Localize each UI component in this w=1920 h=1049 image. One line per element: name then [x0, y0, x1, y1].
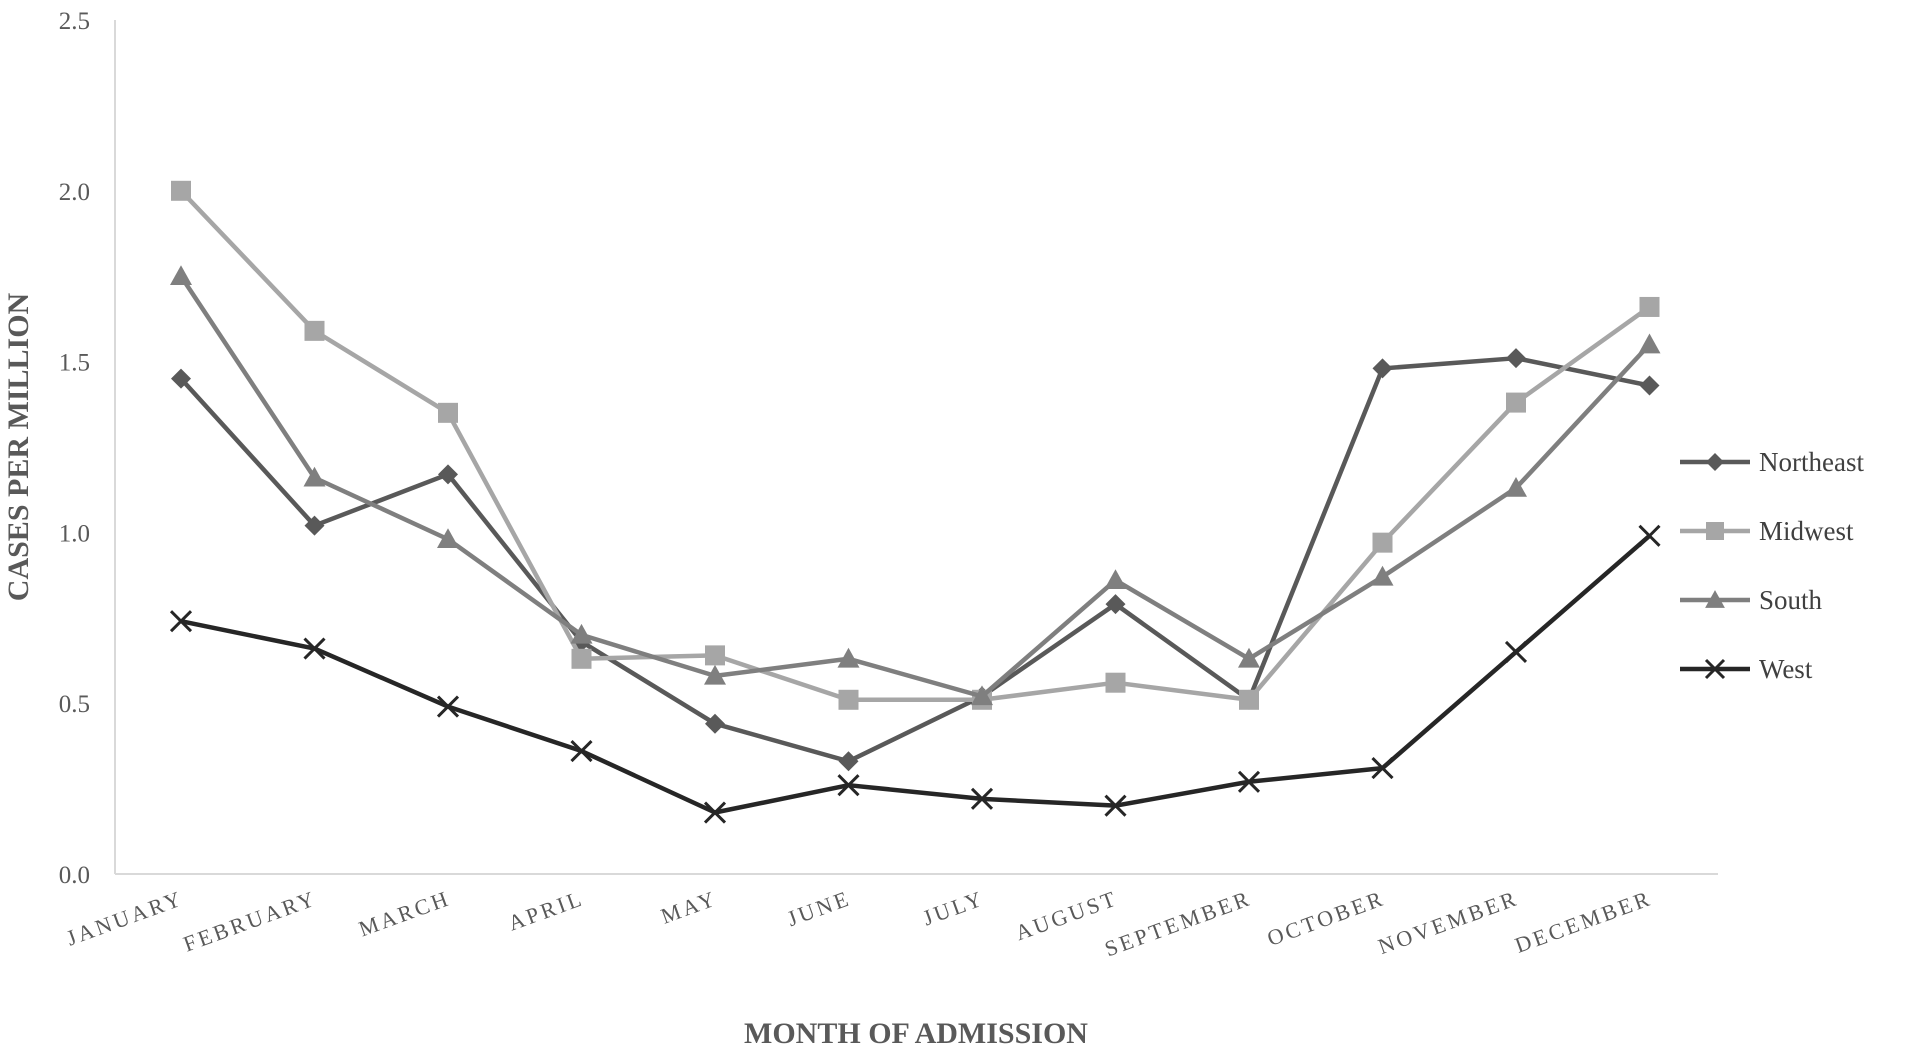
legend-item-northeast: Northeast	[1680, 447, 1864, 477]
x-tick-label: NOVEMBER	[1375, 885, 1522, 959]
data-point-northeast	[438, 464, 458, 485]
y-tick-label: 1.5	[59, 350, 90, 377]
data-point-midwest	[1239, 689, 1259, 710]
series-line	[179, 355, 1650, 764]
legend-marker	[1706, 522, 1724, 540]
data-point-west	[1237, 770, 1261, 793]
y-tick-label: 0.0	[59, 862, 90, 889]
legend: Northeast Midwest South West	[1680, 447, 1864, 684]
data-point-south	[170, 265, 192, 285]
data-point-midwest	[705, 645, 725, 666]
data-point-west	[837, 774, 860, 797]
x-tick-label: APRIL	[505, 885, 587, 935]
data-point-northeast	[1372, 358, 1393, 379]
series-midwest	[171, 180, 1660, 710]
data-point-west	[970, 787, 994, 810]
y-tick-label: 2.5	[59, 8, 90, 35]
data-point-northeast	[705, 713, 725, 734]
data-point-midwest	[1639, 296, 1660, 317]
data-point-midwest	[571, 648, 592, 669]
series-northeast	[171, 348, 1660, 772]
legend-marker	[1706, 453, 1724, 471]
x-tick-label: FEBRUARY	[180, 885, 320, 956]
y-tick-label: 0.5	[59, 691, 90, 718]
x-tick-label: JUNE	[784, 885, 854, 931]
data-point-west	[1371, 757, 1394, 780]
data-point-midwest	[171, 180, 191, 201]
data-point-west	[703, 801, 727, 824]
data-point-midwest	[1372, 532, 1393, 553]
legend-label: Midwest	[1759, 516, 1854, 546]
legend-marker	[1705, 590, 1725, 608]
data-point-midwest	[838, 689, 859, 710]
x-tick-label: JANUARY	[63, 885, 187, 950]
data-point-south	[437, 528, 459, 549]
x-tick-label: MAY	[657, 885, 720, 928]
data-point-midwest	[1105, 672, 1126, 693]
data-point-northeast	[1506, 348, 1526, 369]
legend-label: West	[1759, 654, 1813, 684]
data-point-west	[570, 739, 593, 763]
data-point-midwest	[304, 320, 325, 341]
series-line	[180, 534, 1651, 815]
data-point-south	[1371, 565, 1394, 586]
data-point-south	[837, 647, 860, 668]
x-tick-label: OCTOBER	[1264, 885, 1388, 951]
x-tick-label: DECEMBER	[1512, 885, 1656, 958]
y-axis-title: CASES PER MILLION	[2, 292, 35, 601]
data-point-south	[1104, 569, 1127, 590]
series-west	[169, 524, 1661, 824]
data-point-midwest	[1506, 392, 1526, 413]
data-point-northeast	[171, 368, 191, 389]
x-axis-title: MONTH OF ADMISSION	[744, 1017, 1088, 1049]
data-point-west	[1504, 640, 1528, 664]
data-point-south	[1238, 647, 1260, 668]
data-point-west	[303, 637, 326, 660]
series-lines	[169, 180, 1661, 824]
y-tick-label: 1.0	[59, 520, 90, 547]
legend-item-south: South	[1680, 585, 1823, 615]
y-tick-label: 2.0	[59, 179, 90, 206]
series-line	[179, 189, 1651, 703]
data-point-northeast	[838, 751, 859, 772]
x-tick-label: JULY	[919, 885, 987, 930]
x-tick-label: SEPTEMBER	[1101, 885, 1254, 961]
data-point-west	[1638, 524, 1661, 547]
data-point-south	[971, 685, 993, 706]
y-axis: 0.0 0.5 1.0 1.5 2.0 2.5	[59, 8, 116, 889]
legend-item-midwest: Midwest	[1680, 516, 1854, 546]
data-point-west	[1104, 794, 1127, 817]
x-tick-label: MARCH	[355, 885, 453, 941]
data-point-northeast	[1105, 594, 1126, 615]
series-line	[179, 274, 1652, 699]
legend-label: Northeast	[1759, 447, 1864, 477]
data-point-south	[704, 664, 726, 685]
data-point-west	[169, 610, 193, 633]
data-point-south	[570, 623, 593, 644]
series-south	[170, 265, 1661, 706]
legend-label: South	[1759, 585, 1823, 615]
data-point-south	[1638, 333, 1661, 354]
data-point-west	[436, 695, 460, 718]
data-point-midwest	[438, 402, 458, 423]
data-point-northeast	[304, 515, 325, 536]
legend-item-west: West	[1680, 654, 1813, 684]
data-point-south	[303, 466, 326, 487]
legend-marker	[1704, 658, 1726, 680]
data-point-south	[1505, 476, 1527, 497]
data-point-northeast	[1639, 375, 1660, 396]
